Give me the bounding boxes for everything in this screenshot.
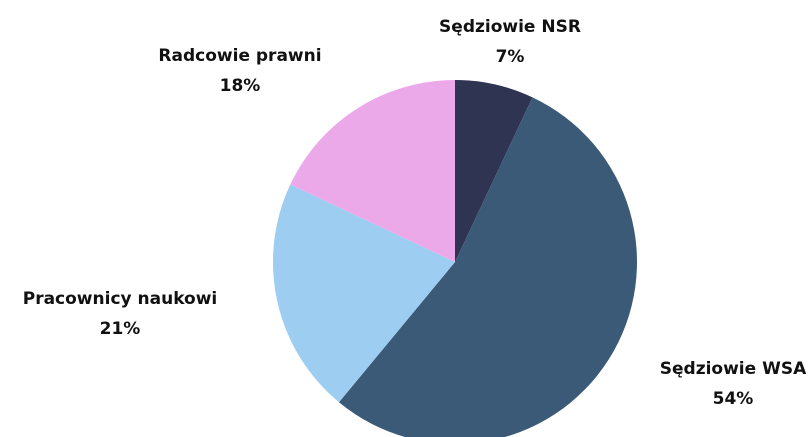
slice-value-label: 7%: [496, 47, 525, 67]
pie-slice: [338, 97, 637, 437]
slice-value-label: 18%: [220, 76, 261, 96]
pie-slice: [290, 79, 455, 262]
pie-slice: [272, 184, 455, 403]
slice-label: Sędziowie WSA: [660, 359, 807, 379]
slice-label: Pracownicy naukowi: [23, 289, 218, 309]
slice-value-label: 54%: [713, 389, 754, 409]
slice-value-label: 21%: [100, 319, 141, 339]
pie-slice: [455, 80, 533, 262]
slice-label: Radcowie prawni: [158, 46, 321, 66]
slice-label: Sędziowie NSR: [439, 17, 581, 37]
